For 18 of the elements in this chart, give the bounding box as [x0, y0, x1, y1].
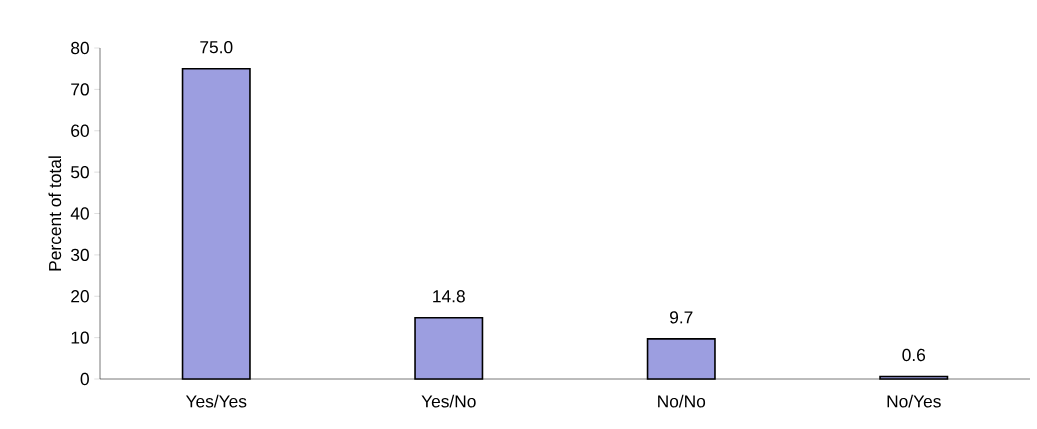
y-tick-label: 40	[70, 207, 89, 220]
data-label: 9.7	[670, 311, 693, 324]
y-tick-label: 70	[71, 83, 89, 96]
y-tick-label: 0	[80, 372, 89, 386]
data-label: 0.6	[902, 348, 926, 362]
x-tick-label: No/Yes	[887, 394, 941, 408]
y-tick-label: 20	[71, 290, 89, 303]
data-label: 75.0	[200, 41, 233, 54]
x-tick-label: Yes/No	[421, 394, 476, 408]
y-tick-label: 60	[71, 124, 89, 137]
y-tick-label: 30	[70, 248, 89, 262]
y-tick-label: 10	[71, 331, 89, 344]
y-tick-label: 50	[71, 165, 89, 179]
y-tick-label: 80	[71, 41, 89, 55]
y-axis-title: Percent of total	[48, 156, 62, 271]
x-tick-label: Yes/Yes	[185, 394, 247, 408]
data-label: 14.8	[433, 290, 465, 303]
x-tick-label: No/No	[658, 394, 706, 408]
